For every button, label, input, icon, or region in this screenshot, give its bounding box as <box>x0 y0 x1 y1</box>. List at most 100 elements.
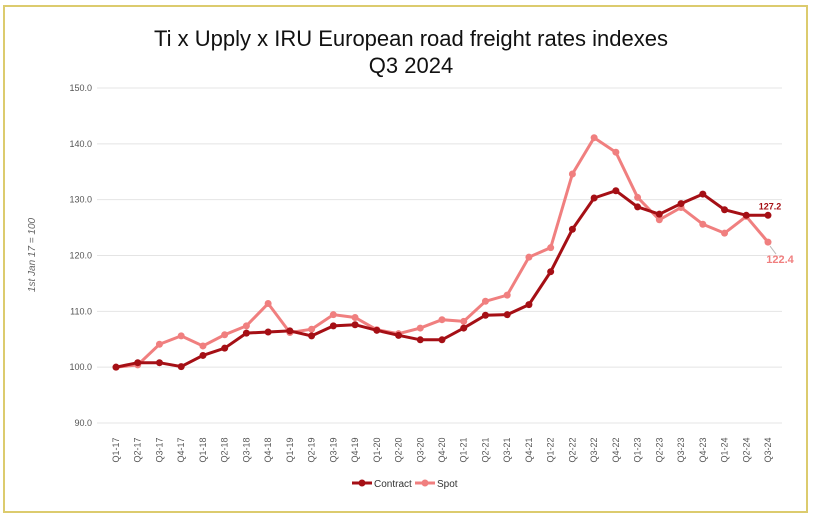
x-tick-label: Q2-22 <box>567 437 577 462</box>
spot-point <box>721 229 729 237</box>
y-tick-label: 120.0 <box>69 251 92 261</box>
contract-point <box>438 336 446 344</box>
contract-point <box>112 363 120 371</box>
x-tick-label: Q2-19 <box>307 437 317 462</box>
spot-point <box>460 317 468 325</box>
contract-point <box>547 268 555 276</box>
contract-point <box>242 329 250 337</box>
x-tick-label: Q3-17 <box>154 437 164 462</box>
x-tick-label: Q4-19 <box>350 437 360 462</box>
contract-point <box>199 351 207 359</box>
x-tick-label: Q3-23 <box>676 437 686 462</box>
x-tick-label: Q3-18 <box>241 437 251 462</box>
contract-end-label: 127.2 <box>759 201 782 211</box>
y-tick-label: 140.0 <box>69 139 92 149</box>
x-tick-label: Q1-22 <box>546 437 556 462</box>
x-tick-label: Q4-17 <box>176 437 186 462</box>
spot-point <box>242 322 250 330</box>
y-tick-label: 90.0 <box>74 418 92 428</box>
x-tick-label: Q3-22 <box>589 437 599 462</box>
contract-point <box>329 322 337 330</box>
contract-point <box>568 225 576 233</box>
contract-point <box>134 359 142 367</box>
y-tick-label: 110.0 <box>70 306 92 316</box>
spot-point <box>655 216 663 224</box>
contract-point <box>677 200 685 208</box>
contract-point <box>634 203 642 211</box>
contract-point <box>481 311 489 319</box>
spot-point <box>481 297 489 305</box>
contract-point <box>699 190 707 198</box>
spot-point <box>199 342 207 350</box>
contract-point <box>416 336 424 344</box>
x-tick-label: Q4-18 <box>263 437 273 462</box>
contract-point <box>590 194 598 202</box>
contract-point <box>286 327 294 335</box>
x-tick-label: Q3-21 <box>502 437 512 462</box>
x-tick-label: Q2-24 <box>741 437 751 462</box>
contract-point <box>264 328 272 336</box>
x-tick-label: Q1-17 <box>111 437 121 462</box>
contract-point <box>221 344 229 352</box>
spot-point <box>568 170 576 178</box>
x-tick-label: Q2-18 <box>220 437 230 462</box>
contract-point <box>155 359 163 367</box>
spot-point <box>264 300 272 308</box>
spot-label-leader <box>769 245 777 255</box>
x-tick-label: Q1-21 <box>459 437 469 462</box>
x-tick-label: Q2-17 <box>133 437 143 462</box>
x-tick-label: Q3-19 <box>328 437 338 462</box>
contract-point <box>764 211 772 219</box>
contract-point <box>742 211 750 219</box>
chart-title: Ti x Upply x IRU European road freight r… <box>154 26 668 51</box>
chart-subtitle: Q3 2024 <box>369 53 453 78</box>
y-tick-label: 150.0 <box>69 83 92 93</box>
svg-text:Contract: Contract <box>374 479 412 490</box>
spot-point <box>699 220 707 228</box>
y-tick-label: 100.0 <box>69 362 92 372</box>
spot-point <box>177 332 185 340</box>
contract-point <box>373 326 381 334</box>
spot-point <box>612 148 620 156</box>
contract-point <box>351 321 359 329</box>
y-axis-label: 1st Jan 17 = 100 <box>27 217 38 292</box>
spot-point <box>308 325 316 333</box>
spot-point <box>221 331 229 339</box>
spot-point <box>764 238 772 246</box>
chart-frame <box>3 5 808 513</box>
spot-end-label: 122.4 <box>766 254 794 266</box>
spot-point <box>329 311 337 319</box>
spot-point <box>634 193 642 201</box>
spot-point <box>525 253 533 261</box>
contract-point <box>655 210 663 218</box>
spot-line <box>115 135 770 369</box>
x-tick-label: Q4-23 <box>698 437 708 462</box>
x-tick-label: Q2-21 <box>480 437 490 462</box>
spot-point <box>416 324 424 332</box>
spot-point <box>590 134 598 142</box>
contract-point <box>460 324 468 332</box>
legend-item-spot: Spot <box>415 479 458 490</box>
y-tick-label: 130.0 <box>69 195 92 205</box>
x-tick-label: Q4-21 <box>524 437 534 462</box>
spot-point <box>351 313 359 321</box>
spot-point <box>438 316 446 324</box>
x-tick-label: Q1-24 <box>720 437 730 462</box>
contract-point <box>308 332 316 340</box>
contract-point <box>503 311 511 319</box>
x-tick-label: Q1-20 <box>372 437 382 462</box>
x-tick-label: Q1-18 <box>198 437 208 462</box>
x-tick-label: Q3-20 <box>415 437 425 462</box>
svg-text:Spot: Spot <box>437 479 458 490</box>
contract-point <box>395 331 403 339</box>
x-tick-label: Q4-22 <box>611 437 621 462</box>
contract-point <box>612 187 620 195</box>
spot-point <box>155 340 163 348</box>
contract-point <box>721 206 729 214</box>
x-tick-label: Q1-19 <box>285 437 295 462</box>
x-tick-label: Q3-24 <box>763 437 773 462</box>
contract-point <box>525 301 533 309</box>
x-tick-label: Q2-23 <box>654 437 664 462</box>
x-tick-label: Q4-20 <box>437 437 447 462</box>
